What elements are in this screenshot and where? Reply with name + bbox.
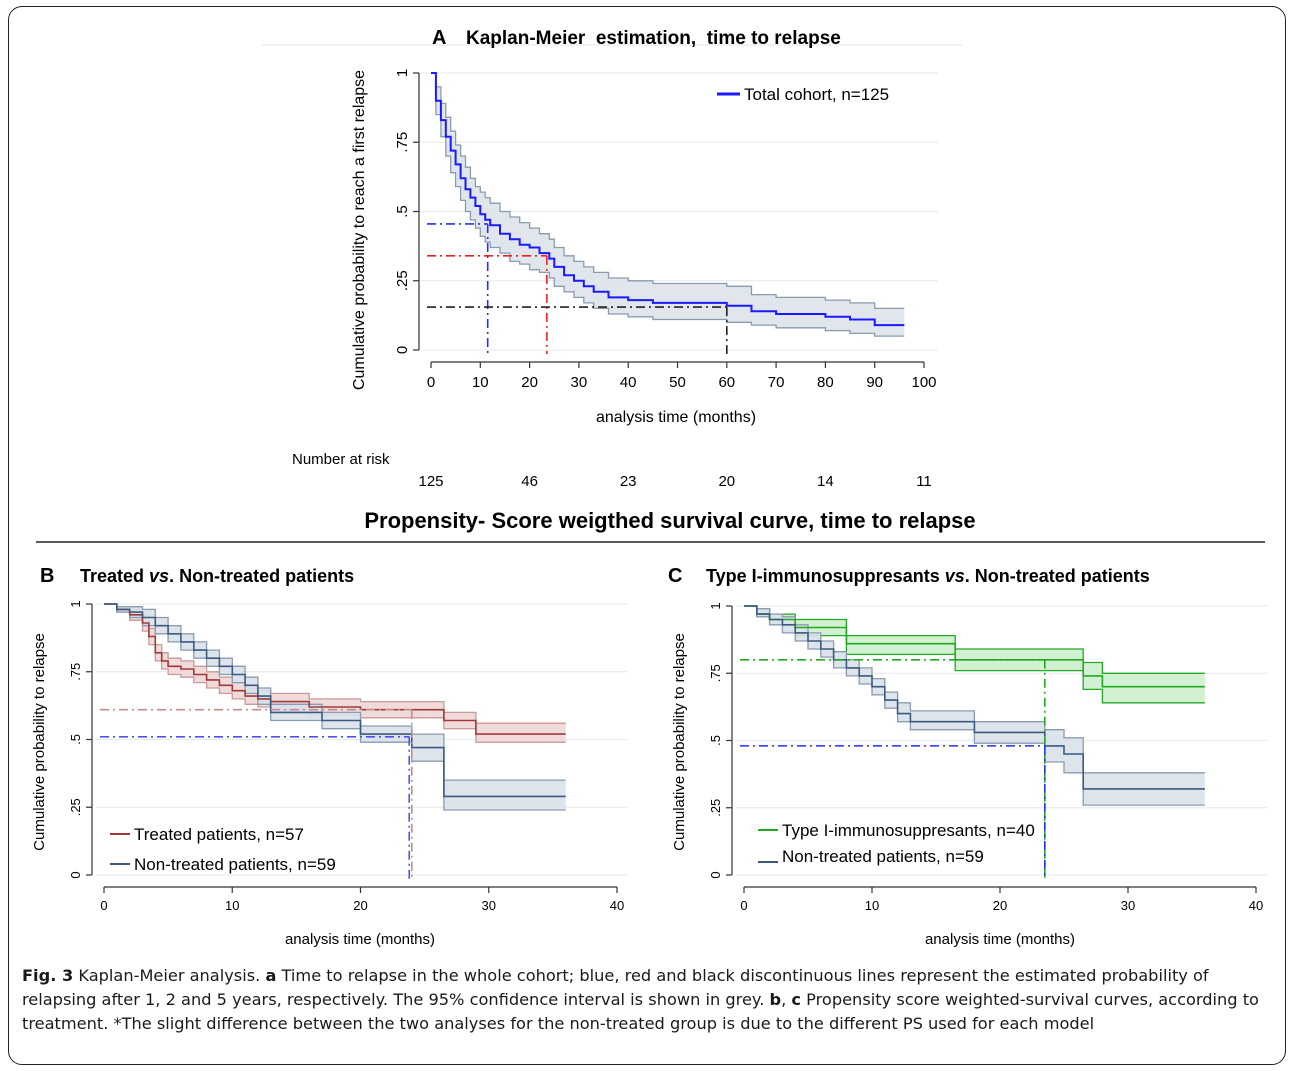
c-xtick-label: 40 [1249, 898, 1263, 913]
a-xtick-label: 70 [768, 374, 785, 391]
panel-a: A Kaplan-Meier estimation, time to relap… [262, 27, 962, 490]
b-ytick-label: .25 [68, 798, 83, 816]
c-ytick-label: .5 [708, 735, 723, 746]
a-ytick-label: 1 [394, 69, 411, 77]
panel-b-xlabel: analysis time (months) [285, 931, 435, 948]
panel-a-title: Kaplan-Meier estimation, time to relapse [466, 28, 841, 49]
a-xtick-label: 30 [571, 374, 588, 391]
legend-label-non-treated-c: Non-treated patients, n=59 [782, 847, 984, 866]
c-xtick-label: 30 [1121, 898, 1135, 913]
panel-a-letter: A [432, 27, 446, 49]
panel-c-title: Type I-immunosuppresants vs. Non-treated… [706, 566, 1150, 586]
caption-ref-a: a [265, 966, 277, 985]
panel-c: C Type I-immunosuppresants vs. Non-treat… [668, 565, 1268, 948]
b-series-line-0 [104, 603, 566, 735]
a-xtick-label: 80 [817, 374, 834, 391]
panel-a-xlabel: analysis time (months) [596, 409, 756, 426]
b-ytick-label: .5 [68, 734, 83, 745]
a-ci-band-0 [431, 73, 905, 337]
legend-label-type-i: Type I-immunosuppresants, n=40 [782, 821, 1035, 840]
kaplan-meier-figure: A Kaplan-Meier estimation, time to relap… [31, 27, 1268, 948]
b-series-line-1 [104, 603, 566, 798]
a-ytick-label: .5 [394, 205, 411, 218]
a-ytick-label: .25 [394, 270, 411, 291]
risk-table-label: Number at risk [292, 451, 390, 468]
panel-b-legend: Treated patients, n=57 Non-treated patie… [110, 825, 336, 874]
c-ci-band-0 [744, 606, 1205, 703]
caption-text-4: Propensity score weighted-survival curve… [22, 990, 1259, 1033]
c-ytick-label: .25 [708, 799, 723, 817]
caption-ref-b: b [769, 990, 782, 1009]
panel-b-title: Treated vs. Non-treated patients [80, 566, 354, 586]
panel-b-ylabel: Cumulative probability to relapse [31, 633, 48, 851]
b-xtick-label: 10 [225, 898, 239, 913]
a-ci-lower-0 [431, 72, 905, 337]
risk-table-value: 46 [521, 473, 538, 490]
c-xtick-label: 10 [865, 898, 879, 913]
a-xtick-label: 90 [866, 374, 883, 391]
c-xtick-label: 20 [993, 898, 1007, 913]
a-xtick-label: 50 [669, 374, 686, 391]
legend-label-total-cohort: Total cohort, n=125 [744, 85, 889, 104]
b-ytick-label: .75 [68, 663, 83, 681]
a-xtick-label: 60 [718, 374, 735, 391]
panel-b: B Treated vs. Non-treated patients 0 .25.… [31, 565, 628, 948]
figure-frame [8, 6, 1286, 1065]
a-xtick-label: 20 [521, 374, 538, 391]
a-xtick-label: 0 [427, 374, 435, 391]
b-xtick-label: 0 [100, 898, 107, 913]
a-ytick-label: 0 [394, 346, 411, 354]
b-ytick-label: 0 [68, 871, 83, 878]
b-xtick-label: 30 [482, 898, 496, 913]
c-ci-band-1 [744, 606, 1205, 806]
a-ytick-label: .75 [394, 132, 411, 153]
a-series-line-0 [431, 72, 905, 327]
c-series-line-1 [744, 605, 1205, 790]
risk-table-value: 11 [916, 473, 932, 490]
risk-table-value: 20 [718, 473, 735, 490]
panel-a-legend: Total cohort, n=125 [717, 85, 889, 104]
a-xtick-label: 100 [911, 374, 936, 391]
section-title: Propensity- Score weigthed survival curv… [364, 508, 975, 533]
risk-table-value: 23 [620, 473, 637, 490]
a-ci-upper-0 [431, 72, 905, 310]
panel-c-letter: C [668, 565, 682, 587]
caption-text-3: , [781, 990, 792, 1009]
risk-table-value: 14 [817, 473, 834, 490]
b-xtick-label: 40 [610, 898, 624, 913]
a-xtick-label: 40 [620, 374, 637, 391]
c-ytick-label: 0 [708, 871, 723, 878]
c-ytick-label: 1 [708, 602, 723, 609]
panel-c-xlabel: analysis time (months) [925, 931, 1075, 948]
b-xtick-label: 20 [353, 898, 367, 913]
risk-table-value: 125 [418, 473, 443, 490]
legend-label-treated: Treated patients, n=57 [134, 825, 304, 844]
b-ci-band-1 [104, 604, 566, 810]
figure-caption: Fig. 3 Kaplan-Meier analysis. a Time to … [22, 964, 1272, 1036]
caption-ref-c: c [791, 990, 801, 1009]
b-ytick-label: 1 [68, 600, 83, 607]
panel-c-ylabel: Cumulative probability to relapse [671, 633, 688, 851]
caption-text-1: Kaplan-Meier analysis. [73, 966, 266, 985]
panel-c-legend: Type I-immunosuppresants, n=40 Non-treat… [758, 821, 1035, 866]
legend-label-non-treated: Non-treated patients, n=59 [134, 855, 336, 874]
caption-text-2: Time to relapse in the whole cohort; blu… [22, 966, 1209, 1009]
c-xtick-label: 0 [740, 898, 747, 913]
a-xtick-label: 10 [472, 374, 489, 391]
panel-b-letter: B [40, 565, 54, 587]
panel-a-ylabel: Cumulative probability to reach a first … [351, 70, 368, 390]
caption-label: Fig. 3 [22, 966, 74, 985]
c-ytick-label: .75 [708, 664, 723, 682]
